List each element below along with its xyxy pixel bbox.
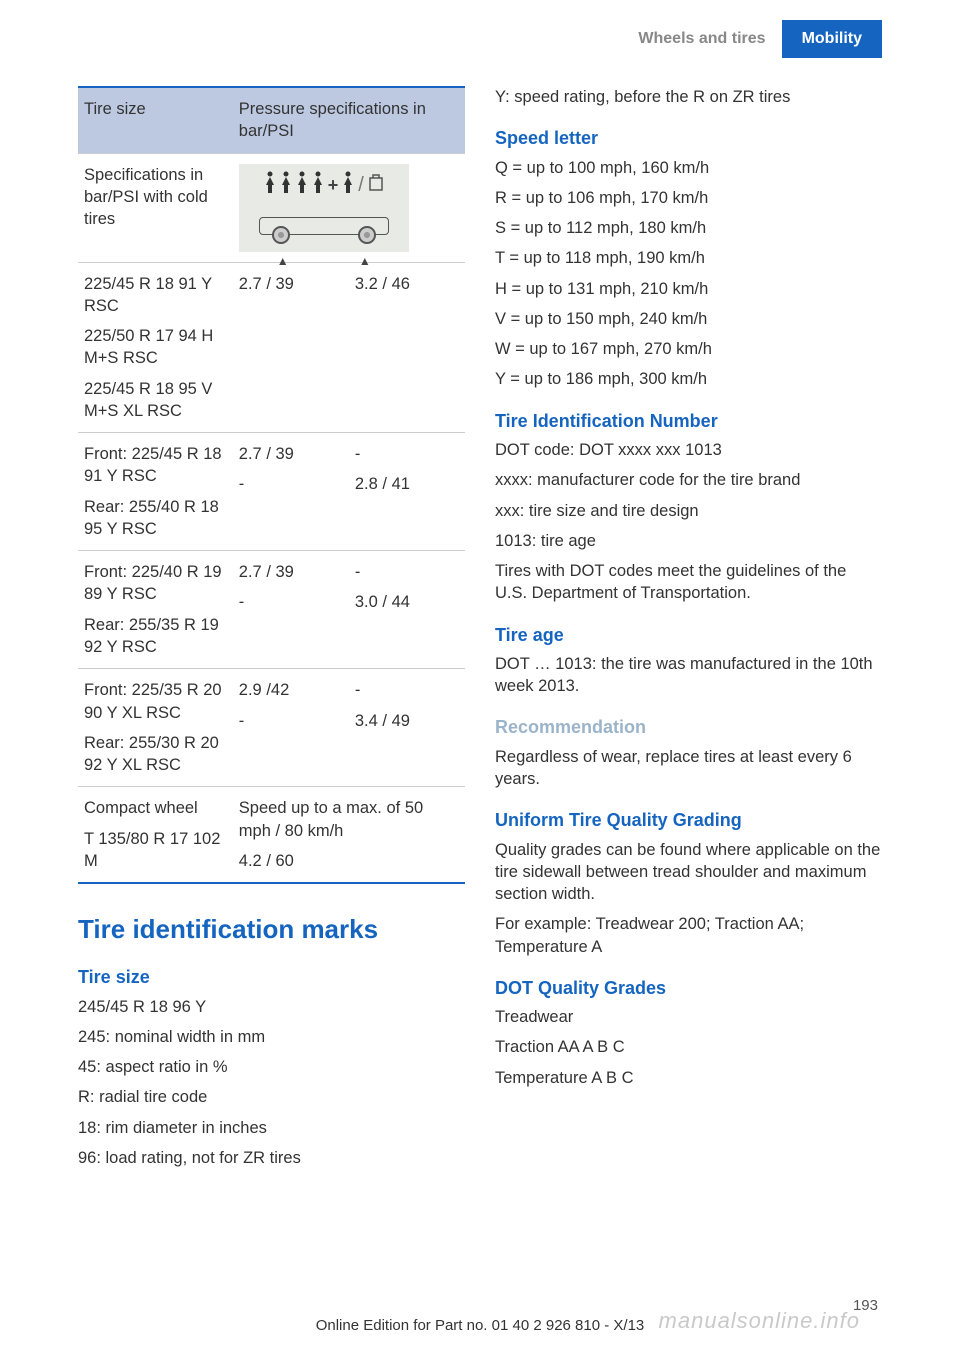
body-text: W = up to 167 mph, 270 km/h	[495, 338, 882, 360]
tire-spec: Front: 225/35 R 20 90 Y XL RSC	[84, 679, 227, 724]
table-cell: 2.7 / 39 -	[233, 433, 349, 551]
body-text: S = up to 112 mph, 180 km/h	[495, 217, 882, 239]
body-text: Y = up to 186 mph, 300 km/h	[495, 368, 882, 390]
sub-heading: Uniform Tire Quality Grading	[495, 808, 882, 832]
tire-spec: Compact wheel	[84, 797, 227, 819]
tire-spec: 225/45 R 18 91 Y RSC	[84, 273, 227, 318]
pressure-val: 2.9 /42	[239, 679, 343, 701]
table-cell: 2.9 /42 -	[233, 669, 349, 787]
pressure-val: 2.8 / 41	[355, 473, 459, 495]
person-icon	[312, 171, 324, 199]
tire-spec: Rear: 255/40 R 18 95 Y RSC	[84, 496, 227, 541]
table-cell: 2.7 / 39	[233, 262, 349, 433]
tire-diagram-cell: + /	[233, 153, 465, 262]
pressure-val: -	[355, 679, 459, 701]
sub-heading: DOT Quality Grades	[495, 976, 882, 1000]
arrow-up-icon: ▲	[277, 253, 289, 269]
sub-heading: Tire size	[78, 965, 465, 989]
person-icon	[296, 171, 308, 199]
sub-heading: Speed letter	[495, 126, 882, 150]
watermark: manualsonline.info	[659, 1308, 860, 1334]
pressure-val: 2.7 / 39	[239, 561, 343, 583]
pressure-val: -	[355, 443, 459, 465]
tire-spec: Rear: 255/30 R 20 92 Y XL RSC	[84, 732, 227, 777]
table-cell: Compact wheel T 135/80 R 17 102 M	[78, 787, 233, 883]
body-text: H = up to 131 mph, 210 km/h	[495, 278, 882, 300]
table-cell: - 3.4 / 49	[349, 669, 465, 787]
pressure-val: 4.2 / 60	[239, 850, 459, 872]
pressure-val: 2.7 / 39	[239, 443, 343, 465]
pressure-val: -	[239, 473, 343, 495]
body-text: Temperature A B C	[495, 1067, 882, 1089]
th-tire-size: Tire size	[78, 87, 233, 153]
plus-icon: +	[328, 173, 339, 197]
body-text: DOT … 1013: the tire was manufactured in…	[495, 653, 882, 698]
pressure-val: -	[239, 710, 343, 732]
header-chapter: Mobility	[782, 20, 882, 58]
person-icon	[264, 171, 276, 199]
body-text: Regardless of wear, replace tires at lea…	[495, 746, 882, 791]
body-text: 18: rim diameter in inches	[78, 1117, 465, 1139]
tire-spec: 225/50 R 17 94 H M+S RSC	[84, 325, 227, 370]
body-text: Quality grades can be found where applic…	[495, 839, 882, 906]
body-text: DOT code: DOT xxxx xxx 1013	[495, 439, 882, 461]
sub-heading-muted: Recommendation	[495, 715, 882, 739]
body-text: 245/45 R 18 96 Y	[78, 996, 465, 1018]
tire-spec: Front: 225/40 R 19 89 Y RSC	[84, 561, 227, 606]
pressure-val: -	[355, 561, 459, 583]
table-cell: - 2.8 / 41	[349, 433, 465, 551]
body-text: 96: load rating, not for ZR tires	[78, 1147, 465, 1169]
body-text: 45: aspect ratio in %	[78, 1056, 465, 1078]
body-text: 1013: tire age	[495, 530, 882, 552]
sub-heading: Tire age	[495, 623, 882, 647]
car-icon: ▲ ▲	[249, 208, 399, 244]
person-icon	[342, 171, 354, 199]
section-heading: Tire identification marks	[78, 912, 465, 947]
body-text: Treadwear	[495, 1006, 882, 1028]
left-column: Tire size Pressure specifications in bar…	[78, 86, 465, 1177]
arrow-up-icon: ▲	[359, 253, 371, 269]
th-pressure: Pressure specifications in bar/PSI	[233, 87, 465, 153]
table-cell: Front: 225/45 R 18 91 Y RSC Rear: 255/40…	[78, 433, 233, 551]
page-header: Wheels and tires Mobility	[638, 20, 882, 58]
body-text: R = up to 106 mph, 170 km/h	[495, 187, 882, 209]
pressure-val: -	[239, 591, 343, 613]
body-text: xxxx: manufacturer code for the tire bra…	[495, 469, 882, 491]
pressure-table: Tire size Pressure specifications in bar…	[78, 86, 465, 884]
pressure-val: Speed up to a max. of 50 mph / 80 km/h	[239, 797, 459, 842]
body-text: T = up to 118 mph, 190 km/h	[495, 247, 882, 269]
body-text: Traction AA A B C	[495, 1036, 882, 1058]
body-text: Tires with DOT codes meet the guidelines…	[495, 560, 882, 605]
body-text: R: radial tire code	[78, 1086, 465, 1108]
table-cell: 225/45 R 18 91 Y RSC 225/50 R 17 94 H M+…	[78, 262, 233, 433]
row-spec-label: Specifications in bar/PSI with cold tire…	[78, 153, 233, 262]
body-text: Q = up to 100 mph, 160 km/h	[495, 157, 882, 179]
slash-icon: /	[358, 172, 364, 199]
tire-spec: 225/45 R 18 95 V M+S XL RSC	[84, 378, 227, 423]
person-icon	[280, 171, 292, 199]
pressure-val: 3.4 / 49	[355, 710, 459, 732]
sub-heading: Tire Identification Number	[495, 409, 882, 433]
body-text: Y: speed rating, before the R on ZR tire…	[495, 86, 882, 108]
header-section: Wheels and tires	[638, 30, 781, 48]
body-text: 245: nominal width in mm	[78, 1026, 465, 1048]
main-content: Tire size Pressure specifications in bar…	[0, 0, 960, 1177]
table-cell: 3.2 / 46	[349, 262, 465, 433]
pressure-val: 3.0 / 44	[355, 591, 459, 613]
tire-spec: Front: 225/45 R 18 91 Y RSC	[84, 443, 227, 488]
table-cell: Speed up to a max. of 50 mph / 80 km/h 4…	[233, 787, 465, 883]
table-cell: Front: 225/35 R 20 90 Y XL RSC Rear: 255…	[78, 669, 233, 787]
table-cell: - 3.0 / 44	[349, 551, 465, 669]
tire-spec: T 135/80 R 17 102 M	[84, 828, 227, 873]
tire-spec: Rear: 255/35 R 19 92 Y RSC	[84, 614, 227, 659]
luggage-icon	[368, 172, 384, 198]
body-text: For example: Treadwear 200; Traction AA;…	[495, 913, 882, 958]
table-cell: 2.7 / 39 -	[233, 551, 349, 669]
body-text: V = up to 150 mph, 240 km/h	[495, 308, 882, 330]
body-text: xxx: tire size and tire design	[495, 500, 882, 522]
people-icons: + /	[264, 171, 384, 199]
right-column: Y: speed rating, before the R on ZR tire…	[495, 86, 882, 1177]
tire-load-diagram: + /	[239, 164, 409, 252]
table-cell: Front: 225/40 R 19 89 Y RSC Rear: 255/35…	[78, 551, 233, 669]
